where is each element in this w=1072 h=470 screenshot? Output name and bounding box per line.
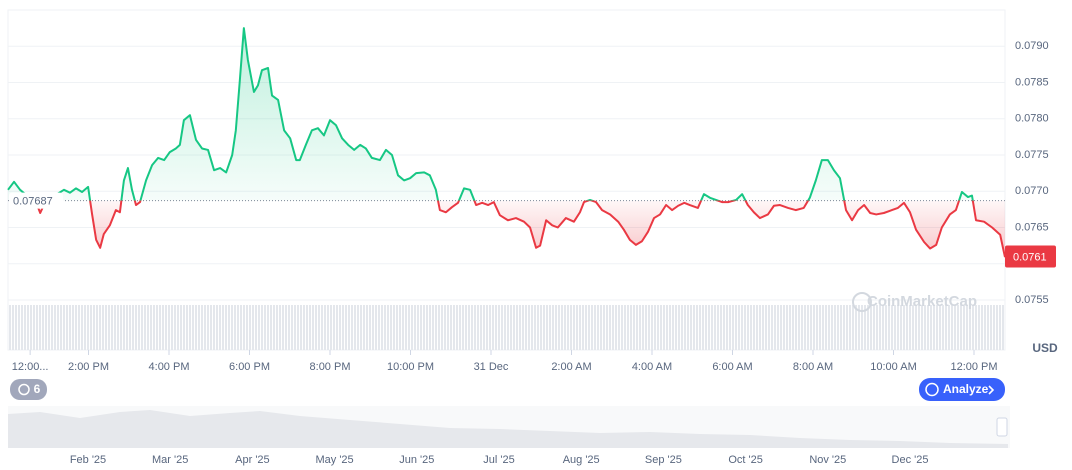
navigator-label: Sep '25 [645,454,682,466]
x-tick-label: 10:00 AM [870,361,916,373]
y-tick-label: 0.0785 [1015,76,1049,88]
current-price-label: 0.0761 [1013,251,1047,263]
x-tick-label: 31 Dec [474,361,509,373]
y-tick-label: 0.0755 [1015,294,1049,306]
x-tick-label: 2:00 AM [551,361,591,373]
navigator-label: Apr '25 [235,454,270,466]
x-tick-label: 12:00... [12,361,49,373]
x-axis: 12:00... 2:00 PM 4:00 PM 6:00 PM 8:00 PM 10:0… [12,350,998,373]
history-icon [18,383,30,396]
area-fill [8,28,1005,258]
x-tick-label: 4:00 PM [149,361,190,373]
y-tick-label: 0.0780 [1015,113,1049,125]
x-tick-label: 8:00 PM [310,361,351,373]
plot: 0.07687 0.0761 [7,27,1056,268]
navigator-label: May '25 [316,454,354,466]
x-tick-label: 10:00 PM [387,361,434,373]
x-tick-label: 8:00 AM [793,361,833,373]
history-button[interactable]: 6 [10,379,47,400]
y-tick-label: 0.0790 [1015,40,1049,52]
baseline-label: 0.07687 [13,196,53,208]
y-tick-label: 0.0775 [1015,149,1049,161]
navigator-label: Jun '25 [399,454,434,466]
navigator-sparkline [8,410,1008,448]
x-tick-label: 12:00 PM [950,361,997,373]
current-price-box [1005,245,1056,268]
history-count[interactable]: 6 [34,382,41,396]
x-tick-label: 6:00 PM [229,361,270,373]
navigator-label: Jul '25 [483,454,514,466]
volume-band [8,305,1005,350]
y-tick-label: 0.0770 [1015,185,1049,197]
x-tick-label: 6:00 AM [712,361,752,373]
x-tick-label: 4:00 AM [632,361,672,373]
watermark: CoinMarketCap [867,293,977,310]
y-tick-label: 0.0765 [1015,221,1049,233]
analyze-button[interactable]: Analyze [919,378,1005,401]
analyze-icon [925,382,939,397]
navigator-label: Dec '25 [892,454,929,466]
navigator-label: Feb '25 [70,454,106,466]
x-tick-label: 2:00 PM [68,361,109,373]
baseline-label-box [9,192,63,209]
currency: USD [1032,341,1058,355]
navigator-label: Aug '25 [563,454,600,466]
watermark-logo [852,292,872,312]
navigator-handle[interactable] [996,417,1008,437]
price-line [7,27,1006,258]
analyze-arrow [988,385,995,395]
navigator-label: Oct '25 [728,454,763,466]
navigator-labels: Feb '25 Mar '25 Apr '25 May '25 Jun '25 Jul '… [70,454,929,466]
analyze-pill[interactable] [919,378,1005,401]
navigator-label: Nov '25 [809,454,846,466]
analyze-label[interactable]: Analyze [943,382,989,396]
navigator-label: Mar '25 [152,454,188,466]
